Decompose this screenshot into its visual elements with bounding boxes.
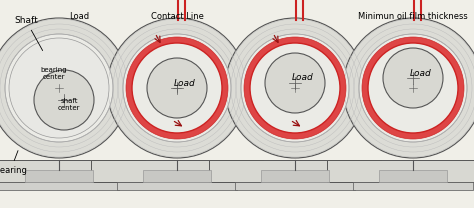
Circle shape xyxy=(147,58,207,118)
Text: Minimun oil film thickness: Minimun oil film thickness xyxy=(358,12,468,21)
Circle shape xyxy=(225,18,365,158)
Bar xyxy=(0,61,5,115)
Bar xyxy=(25,170,93,182)
Bar xyxy=(327,160,474,182)
Circle shape xyxy=(0,18,129,158)
Circle shape xyxy=(107,18,247,158)
Text: Bearing: Bearing xyxy=(0,151,27,175)
Circle shape xyxy=(5,34,113,142)
Bar xyxy=(0,182,119,190)
Text: Shaft: Shaft xyxy=(14,16,43,51)
Circle shape xyxy=(359,34,467,142)
Circle shape xyxy=(250,43,340,133)
Circle shape xyxy=(132,43,222,133)
Bar xyxy=(235,182,355,190)
Text: Load: Load xyxy=(174,78,196,88)
Circle shape xyxy=(343,18,474,158)
Text: bearing
center: bearing center xyxy=(41,67,67,80)
Circle shape xyxy=(244,37,346,139)
Circle shape xyxy=(265,53,325,113)
Circle shape xyxy=(123,34,231,142)
Bar xyxy=(209,160,381,182)
Bar xyxy=(379,170,447,182)
Circle shape xyxy=(383,48,443,108)
Bar xyxy=(349,61,365,115)
Bar xyxy=(107,61,123,115)
Bar xyxy=(113,61,129,115)
Bar xyxy=(91,160,263,182)
Circle shape xyxy=(126,37,228,139)
Circle shape xyxy=(368,43,458,133)
Text: Load: Load xyxy=(69,12,89,21)
Bar xyxy=(225,61,241,115)
Bar xyxy=(353,182,473,190)
Circle shape xyxy=(9,38,109,138)
Bar xyxy=(143,170,211,182)
Text: Load: Load xyxy=(292,73,314,83)
Bar xyxy=(261,170,329,182)
Bar xyxy=(467,61,474,115)
Circle shape xyxy=(241,34,349,142)
Circle shape xyxy=(362,37,464,139)
Text: Load: Load xyxy=(410,68,432,78)
Bar xyxy=(343,61,359,115)
Bar xyxy=(0,160,145,182)
Circle shape xyxy=(34,70,94,130)
Text: shaft
center: shaft center xyxy=(58,98,80,111)
Text: Contact Line: Contact Line xyxy=(151,12,203,21)
Bar xyxy=(117,182,237,190)
Bar xyxy=(231,61,247,115)
